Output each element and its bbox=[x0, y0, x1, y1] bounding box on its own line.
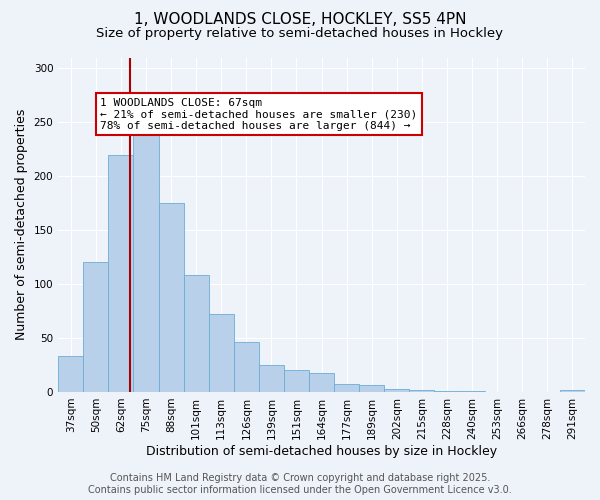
Text: Size of property relative to semi-detached houses in Hockley: Size of property relative to semi-detach… bbox=[97, 28, 503, 40]
Bar bbox=[460, 391, 485, 392]
Text: 1, WOODLANDS CLOSE, HOCKLEY, SS5 4PN: 1, WOODLANDS CLOSE, HOCKLEY, SS5 4PN bbox=[134, 12, 466, 28]
Bar bbox=[209, 314, 234, 392]
Bar bbox=[385, 388, 409, 392]
Y-axis label: Number of semi-detached properties: Number of semi-detached properties bbox=[15, 109, 28, 340]
Bar bbox=[109, 154, 133, 392]
Bar bbox=[184, 276, 209, 392]
X-axis label: Distribution of semi-detached houses by size in Hockley: Distribution of semi-detached houses by … bbox=[146, 444, 497, 458]
Text: 1 WOODLANDS CLOSE: 67sqm
← 21% of semi-detached houses are smaller (230)
78% of : 1 WOODLANDS CLOSE: 67sqm ← 21% of semi-d… bbox=[100, 98, 418, 131]
Bar bbox=[560, 390, 585, 392]
Bar bbox=[309, 372, 334, 392]
Bar bbox=[434, 391, 460, 392]
Bar bbox=[284, 370, 309, 392]
Bar bbox=[234, 342, 259, 392]
Bar bbox=[133, 122, 158, 392]
Bar bbox=[259, 365, 284, 392]
Bar bbox=[158, 203, 184, 392]
Bar bbox=[359, 386, 385, 392]
Bar bbox=[58, 356, 83, 392]
Bar bbox=[83, 262, 109, 392]
Bar bbox=[409, 390, 434, 392]
Bar bbox=[334, 384, 359, 392]
Text: Contains HM Land Registry data © Crown copyright and database right 2025.
Contai: Contains HM Land Registry data © Crown c… bbox=[88, 474, 512, 495]
